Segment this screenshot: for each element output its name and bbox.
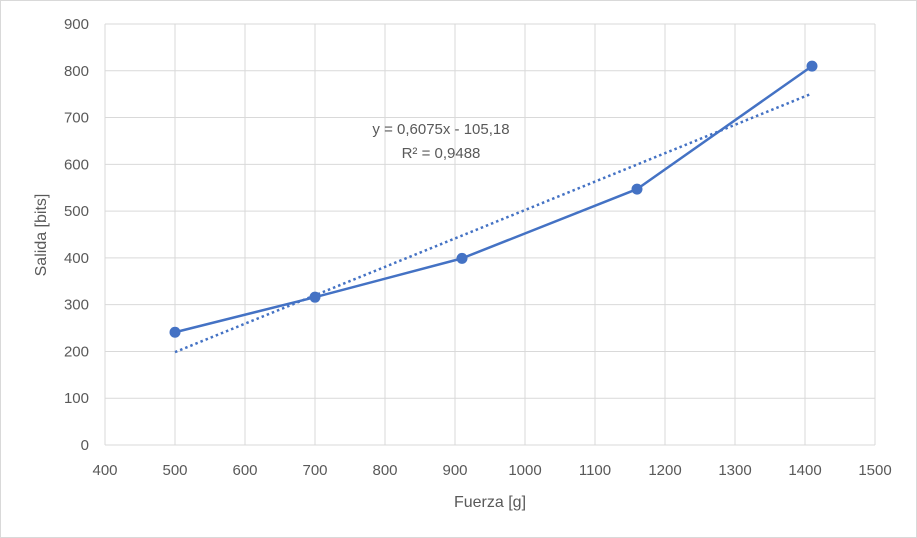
data-point: [456, 252, 468, 264]
trendline-group: [174, 92, 813, 354]
trendline-equation: y = 0,6075x - 105,18: [372, 121, 509, 138]
x-axis-tick-labels: 400 500 600 700 800 900 1000 1100 1200 1300 1400 15…: [92, 462, 891, 479]
y-tick-label: 800: [64, 63, 89, 80]
y-tick-label: 900: [64, 16, 89, 33]
y-tick-label: 700: [64, 110, 89, 127]
x-axis-title: Fuerza [g]: [454, 494, 526, 511]
data-point: [806, 60, 818, 72]
x-tick-label: 1200: [648, 462, 681, 479]
y-tick-label: 300: [64, 297, 89, 314]
data-point: [631, 183, 643, 195]
y-tick-label: 0: [81, 437, 89, 454]
x-tick-label: 1100: [579, 462, 611, 479]
x-tick-label: 1400: [788, 462, 821, 479]
data-point: [309, 291, 321, 303]
linear-trendline: [174, 92, 813, 354]
x-tick-label: 1300: [718, 462, 751, 479]
x-tick-label: 1000: [508, 462, 541, 479]
y-tick-label: 600: [64, 156, 89, 173]
y-axis-tick-labels: 0 100 200 300 400 500 600 700 800 900: [64, 16, 89, 454]
x-tick-label: 1500: [858, 462, 891, 479]
y-axis-title: Salida [bits]: [33, 194, 50, 277]
y-tick-label: 500: [64, 203, 89, 220]
y-tick-label: 400: [64, 250, 89, 267]
x-tick-label: 400: [92, 462, 117, 479]
x-tick-label: 500: [162, 462, 187, 479]
data-point: [169, 326, 181, 338]
grid: [104, 23, 876, 446]
series-group: [169, 60, 818, 338]
y-tick-label: 200: [64, 343, 89, 360]
x-tick-label: 700: [302, 462, 327, 479]
series-line: [174, 65, 813, 334]
y-tick-label: 100: [64, 390, 89, 407]
x-tick-label: 900: [442, 462, 467, 479]
x-tick-label: 800: [372, 462, 397, 479]
trendline-r-squared: R² = 0,9488: [402, 145, 481, 162]
x-tick-label: 600: [232, 462, 257, 479]
